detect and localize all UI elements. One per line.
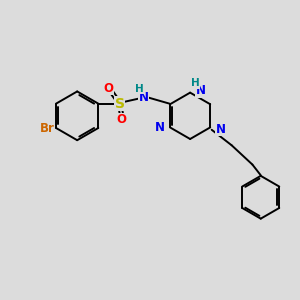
- Text: H: H: [191, 78, 200, 88]
- Text: O: O: [103, 82, 113, 95]
- Text: N: N: [139, 91, 149, 103]
- Text: O: O: [116, 113, 126, 127]
- Text: Br: Br: [40, 122, 55, 134]
- Text: S: S: [115, 97, 125, 111]
- Text: N: N: [196, 84, 206, 98]
- Text: N: N: [155, 121, 165, 134]
- Text: N: N: [216, 123, 226, 136]
- Text: H: H: [135, 84, 144, 94]
